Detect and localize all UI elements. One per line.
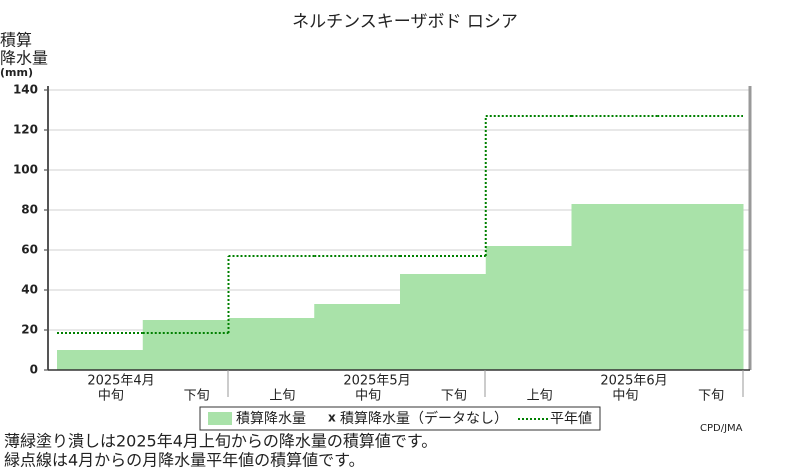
x-tick-label: 中旬 <box>355 389 381 404</box>
y-tick-label: 60 <box>21 243 38 257</box>
y-axis-label: (mm) <box>0 66 33 79</box>
area-step <box>571 204 658 370</box>
legend-swatch <box>208 412 232 425</box>
x-tick-label: 中旬 <box>612 389 638 404</box>
y-tick-label: 120 <box>13 123 38 137</box>
area-step <box>314 304 401 370</box>
x-tick-label: 下旬 <box>441 389 467 404</box>
y-axis-label: 降水量 <box>0 49 48 68</box>
x-tick-label: 中旬 <box>98 389 124 404</box>
x-tick-label: 上旬 <box>527 389 553 404</box>
credit: CPD/JMA <box>700 423 743 434</box>
area-step <box>142 320 229 370</box>
chart-title: ネルチンスキーザボド ロシア <box>292 12 518 32</box>
x-tick-label: 上旬 <box>269 389 295 404</box>
legend-label: 積算降水量 <box>236 411 306 427</box>
y-tick-label: 140 <box>13 83 38 97</box>
note: 緑点線は4月からの月降水量平年値の積算値です。 <box>4 451 365 470</box>
area-step <box>657 204 744 370</box>
month-label: 2025年4月 <box>87 374 154 389</box>
month-label: 2025年6月 <box>600 374 667 389</box>
y-tick-label: 40 <box>21 283 38 297</box>
y-axis-label: 積算 <box>0 31 32 50</box>
area-step <box>57 350 144 370</box>
area-step <box>485 246 572 370</box>
area-step <box>228 318 315 370</box>
legend-label: 平年値 <box>550 411 592 427</box>
y-tick-label: 80 <box>21 203 38 217</box>
legend-marker: x <box>328 411 336 425</box>
y-tick-label: 100 <box>13 163 38 177</box>
y-tick-label: 0 <box>30 363 38 377</box>
note: 薄緑塗り潰しは2025年4月上旬からの降水量の積算値です。 <box>4 432 437 451</box>
area-step <box>400 274 487 370</box>
x-tick-label: 下旬 <box>184 389 210 404</box>
x-tick-label: 下旬 <box>698 389 724 404</box>
month-label: 2025年5月 <box>343 374 410 389</box>
legend-box <box>199 406 601 431</box>
y-tick-label: 20 <box>21 323 38 337</box>
legend-label: 積算降水量（データなし） <box>340 410 508 427</box>
